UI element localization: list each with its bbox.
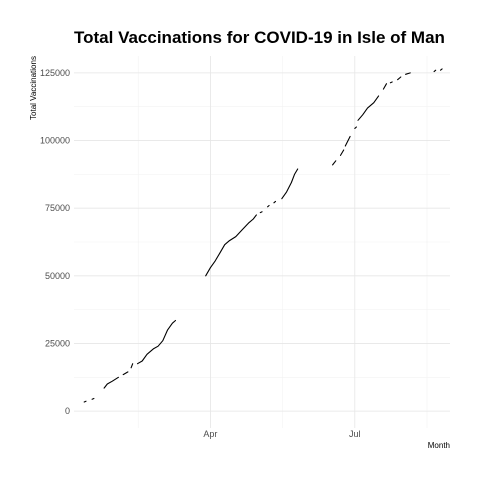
series-line-segment [382, 83, 388, 90]
series-line-segment [136, 319, 177, 365]
series-line-segment [83, 400, 87, 403]
y-tick-label: 125000 [40, 68, 70, 78]
series-line-segment [354, 126, 357, 129]
x-axis-title: Month [428, 441, 450, 450]
plot-grid [74, 56, 450, 428]
series-line-segment [267, 204, 270, 208]
series-line-segment [273, 200, 277, 204]
series-line-segment [281, 168, 299, 200]
series-line-segment [332, 160, 337, 166]
y-axis-title: Total Vaccinations [29, 56, 38, 120]
y-tick-label: 50000 [45, 271, 70, 281]
y-tick-label: 0 [65, 406, 70, 416]
series-line-segment [439, 68, 443, 71]
series-line-segment [122, 371, 129, 376]
y-tick-label: 75000 [45, 203, 70, 213]
x-axis-ticks: Apr Jul [203, 429, 360, 439]
series-line-segment [103, 376, 119, 389]
series-line-segment [397, 76, 402, 81]
x-tick-label: Apr [203, 429, 217, 439]
y-tick-label: 25000 [45, 338, 70, 348]
series-line-segment [339, 149, 345, 156]
series-line-segment [357, 95, 380, 121]
y-axis-ticks: 0 25000 50000 75000 100000 125000 [40, 68, 70, 416]
x-tick-label: Jul [349, 429, 361, 439]
series-line-segment [433, 69, 437, 73]
series-line-segment [405, 72, 411, 75]
chart-title: Total Vaccinations for COVID-19 in Isle … [74, 28, 445, 47]
series-line-segment [205, 214, 257, 277]
series-line-segment [91, 397, 95, 400]
y-tick-label: 100000 [40, 136, 70, 146]
series-line-segment [389, 81, 393, 84]
series-line-segment [344, 135, 351, 147]
series-line-segment [130, 363, 134, 369]
series-line-segment [259, 211, 263, 214]
series-lines [83, 68, 443, 403]
